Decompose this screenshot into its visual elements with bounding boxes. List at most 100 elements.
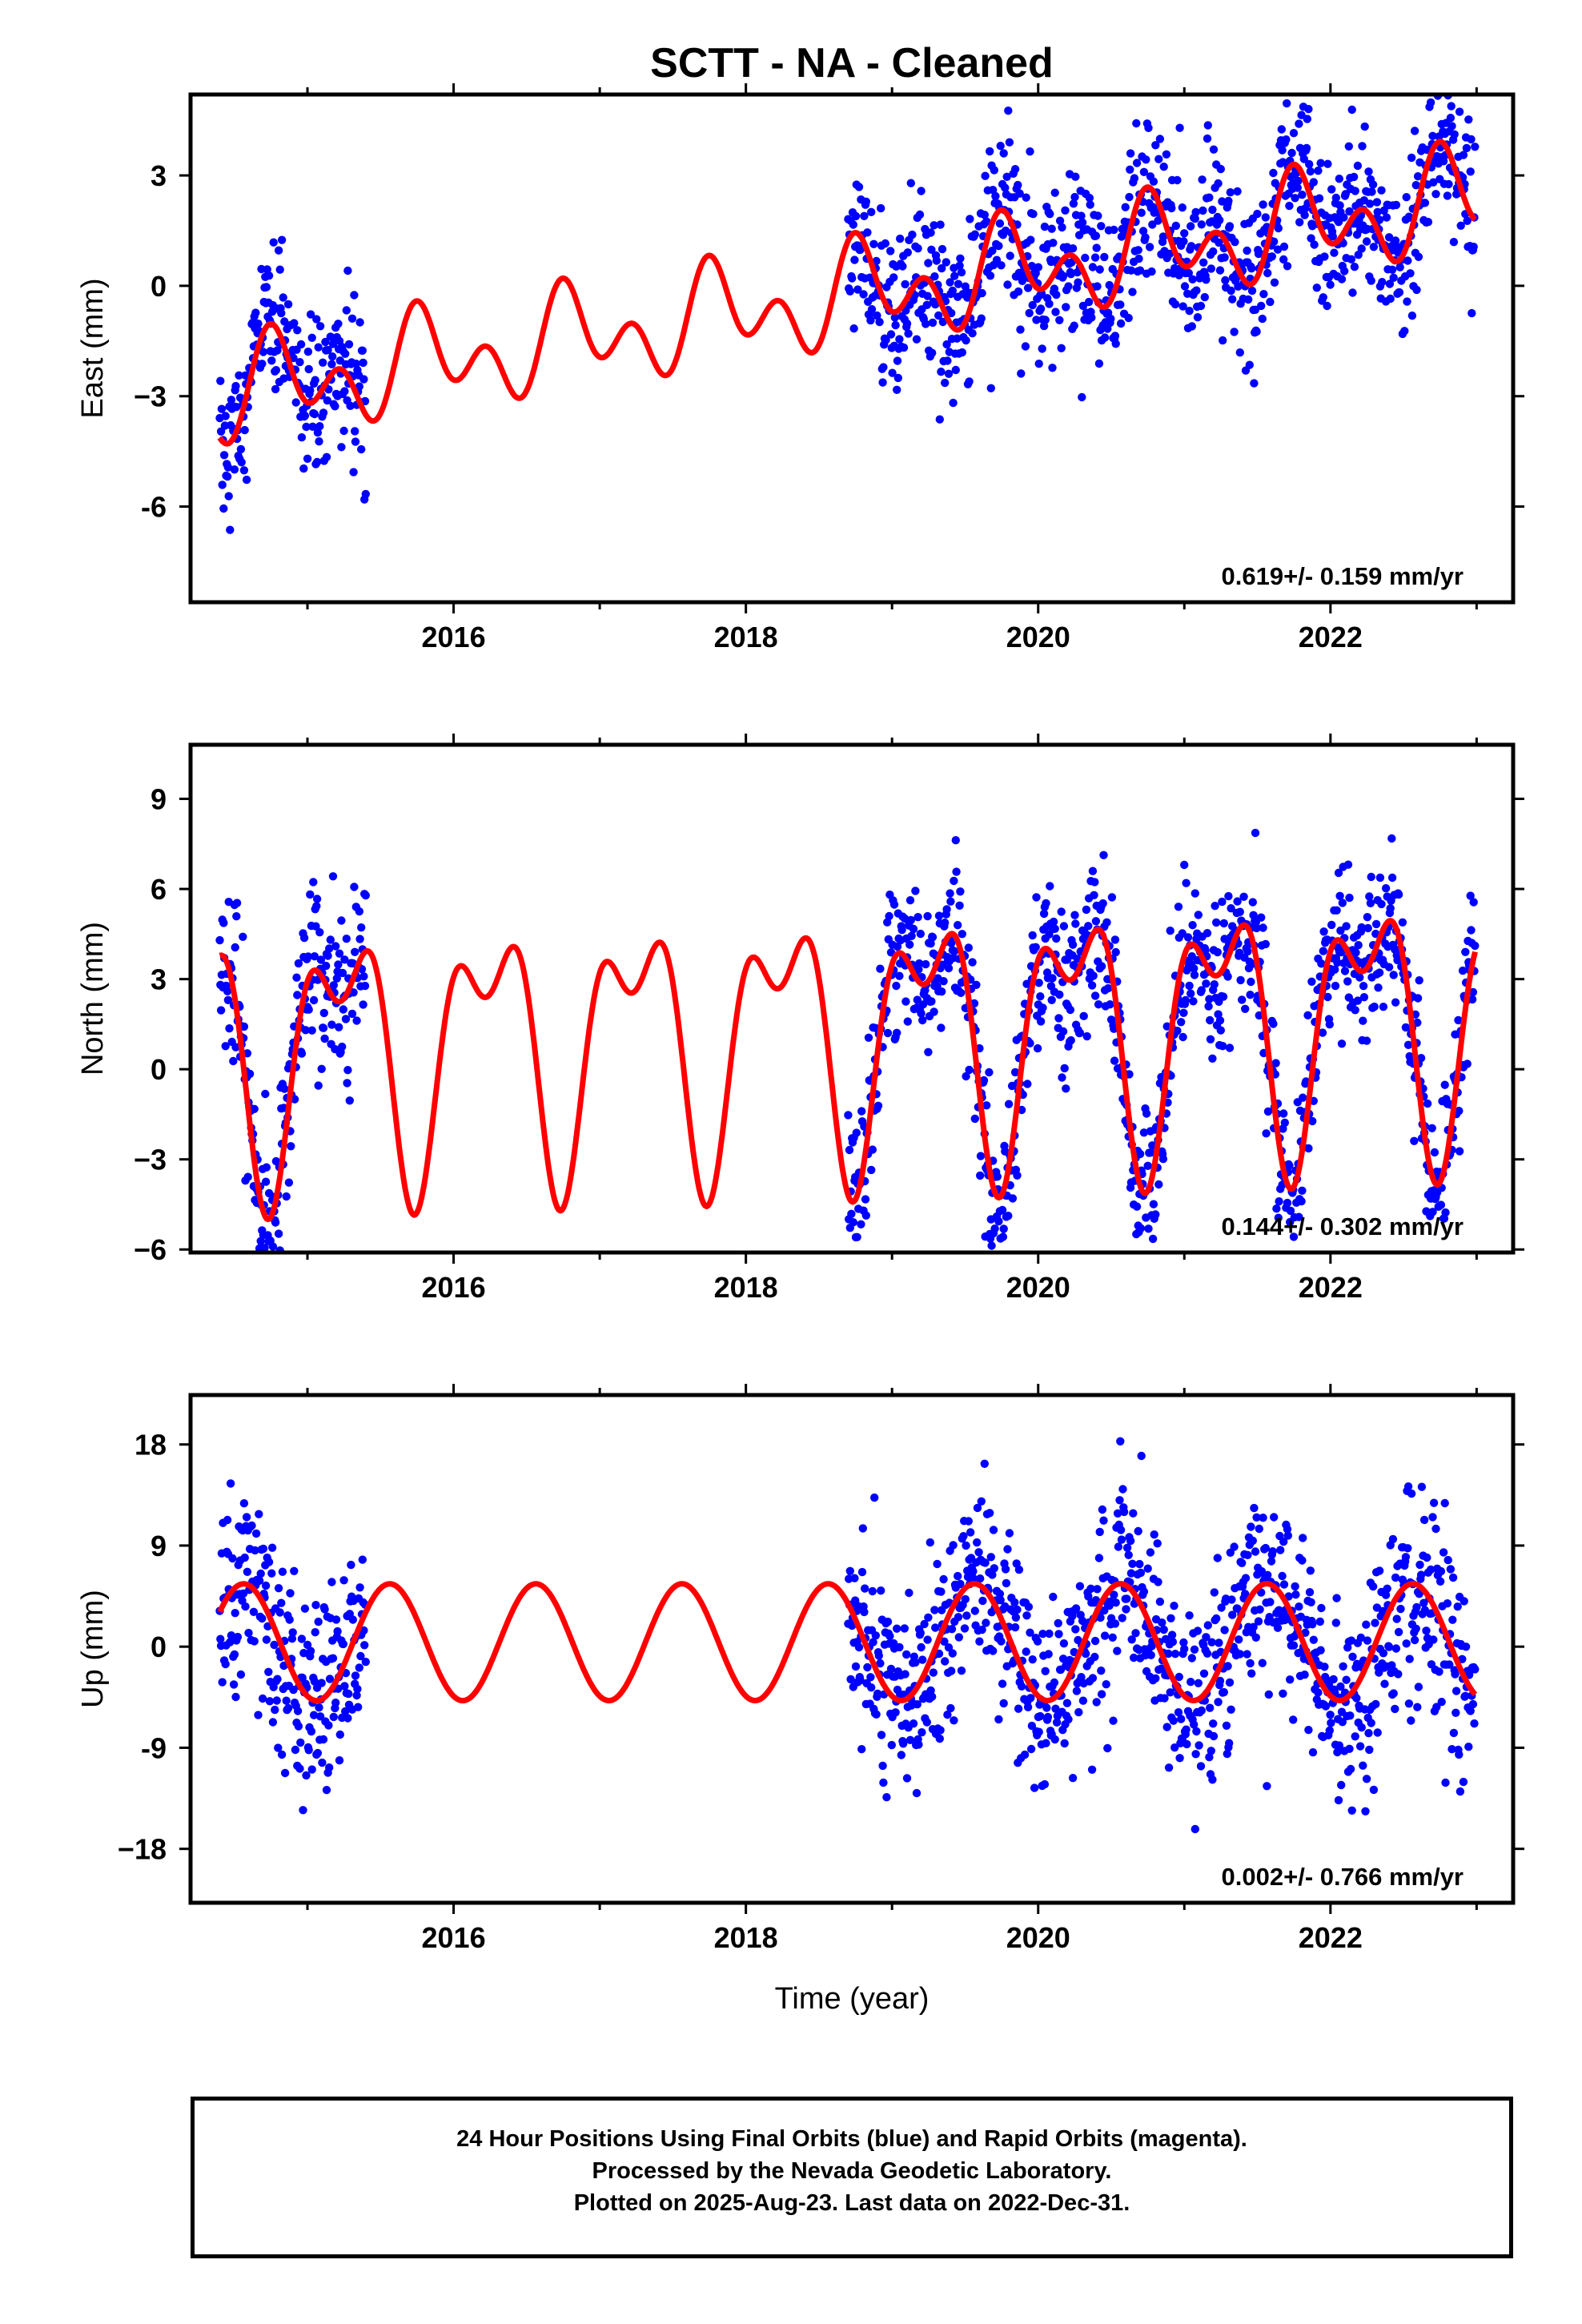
north-data-point — [928, 933, 938, 942]
east-data-point — [1391, 200, 1401, 210]
up-data-point — [1407, 1489, 1416, 1498]
up-data-point — [1059, 1639, 1069, 1648]
up-data-point — [990, 1564, 999, 1573]
north-data-point — [1075, 1028, 1085, 1038]
east-data-point — [339, 426, 348, 436]
east-data-point — [889, 273, 898, 282]
north-data-point — [1008, 1194, 1018, 1203]
up-data-point — [256, 1569, 265, 1578]
north-data-point — [1299, 1093, 1307, 1102]
north-data-point — [1295, 1212, 1303, 1221]
east-data-point — [1171, 221, 1181, 231]
up-data-point — [1335, 1741, 1344, 1750]
north-data-point — [232, 899, 242, 907]
east-data-point — [1247, 264, 1256, 273]
east-data-point — [342, 306, 351, 315]
north-x-tick-label: 2020 — [1006, 1271, 1070, 1304]
east-data-point — [1154, 155, 1163, 163]
east-data-point — [1209, 247, 1218, 256]
up-data-point — [1150, 1530, 1158, 1539]
east-data-point — [1382, 213, 1391, 222]
east-data-point — [869, 239, 878, 248]
up-data-point — [324, 1721, 333, 1730]
east-data-point — [300, 412, 310, 420]
east-data-point — [258, 360, 267, 368]
north-y-axis-label: North (mm) — [76, 922, 110, 1076]
north-data-point — [1033, 1043, 1042, 1053]
north-data-point — [1384, 963, 1394, 971]
east-data-point — [1225, 222, 1235, 231]
up-data-point — [1054, 1630, 1063, 1638]
east-data-point — [1320, 252, 1329, 261]
east-data-point — [968, 329, 977, 338]
up-data-point — [1295, 1602, 1303, 1611]
east-data-point — [267, 356, 276, 365]
east-data-point — [1084, 297, 1094, 307]
east-data-point — [1174, 271, 1184, 279]
up-data-point — [1010, 1622, 1020, 1632]
east-data-point — [1294, 176, 1303, 185]
east-data-point — [1447, 122, 1456, 131]
east-data-point — [232, 403, 241, 412]
north-data-point — [923, 911, 932, 921]
north-data-point — [1363, 913, 1372, 922]
north-data-point — [1034, 979, 1043, 987]
north-data-point — [868, 1145, 877, 1154]
north-data-point — [1203, 929, 1212, 938]
east-data-point — [1277, 125, 1287, 134]
up-data-point — [291, 1745, 300, 1755]
up-frame — [188, 1393, 1516, 1905]
north-data-point — [1440, 1080, 1449, 1089]
north-data-point — [897, 926, 906, 935]
east-data-point — [351, 437, 360, 446]
up-data-point — [288, 1628, 297, 1637]
north-data-point — [309, 878, 318, 887]
north-data-point — [1004, 1212, 1013, 1220]
north-data-point — [1381, 884, 1391, 893]
up-data-point — [895, 1642, 904, 1652]
up-data-point — [879, 1778, 888, 1787]
north-data-point — [913, 913, 922, 922]
north-data-point — [1211, 902, 1219, 911]
up-data-point — [1203, 1649, 1212, 1658]
up-data-point — [897, 1751, 906, 1759]
up-data-point — [1049, 1592, 1058, 1602]
up-data-point — [1042, 1703, 1051, 1712]
up-data-point — [877, 1731, 886, 1739]
north-data-point — [1355, 973, 1364, 982]
north-data-point — [1259, 923, 1267, 932]
north-data-point — [1106, 1000, 1114, 1009]
north-data-point — [1248, 898, 1258, 907]
up-data-point — [1114, 1542, 1123, 1551]
east-data-point — [924, 259, 933, 267]
up-data-point — [1359, 1761, 1367, 1770]
east-data-point — [1402, 193, 1411, 202]
east-data-point — [1344, 142, 1354, 151]
east-data-point — [1066, 270, 1075, 279]
east-data-point — [237, 458, 246, 467]
east-data-point — [1151, 141, 1160, 150]
east-data-point — [923, 292, 932, 300]
east-data-point — [1307, 234, 1315, 243]
chart-title: SCTT - NA - Cleaned — [650, 40, 1054, 86]
up-data-point — [1404, 1699, 1414, 1708]
north-data-point — [342, 935, 351, 943]
east-data-point — [1228, 295, 1237, 304]
up-data-point — [1095, 1527, 1104, 1537]
north-data-point — [1066, 1005, 1075, 1015]
up-data-point — [1373, 1728, 1382, 1737]
east-data-point — [359, 375, 368, 384]
east-data-point — [872, 256, 881, 266]
up-data-point — [1356, 1633, 1366, 1642]
up-data-point — [1453, 1602, 1462, 1611]
north-data-point — [921, 959, 930, 969]
east-data-point — [848, 274, 857, 283]
north-data-point — [861, 1195, 870, 1204]
up-data-point — [905, 1588, 913, 1598]
east-data-point — [1121, 203, 1130, 211]
up-data-point — [960, 1624, 970, 1633]
up-data-point — [242, 1513, 251, 1522]
up-data-point — [877, 1586, 885, 1595]
north-data-point — [1354, 941, 1363, 950]
